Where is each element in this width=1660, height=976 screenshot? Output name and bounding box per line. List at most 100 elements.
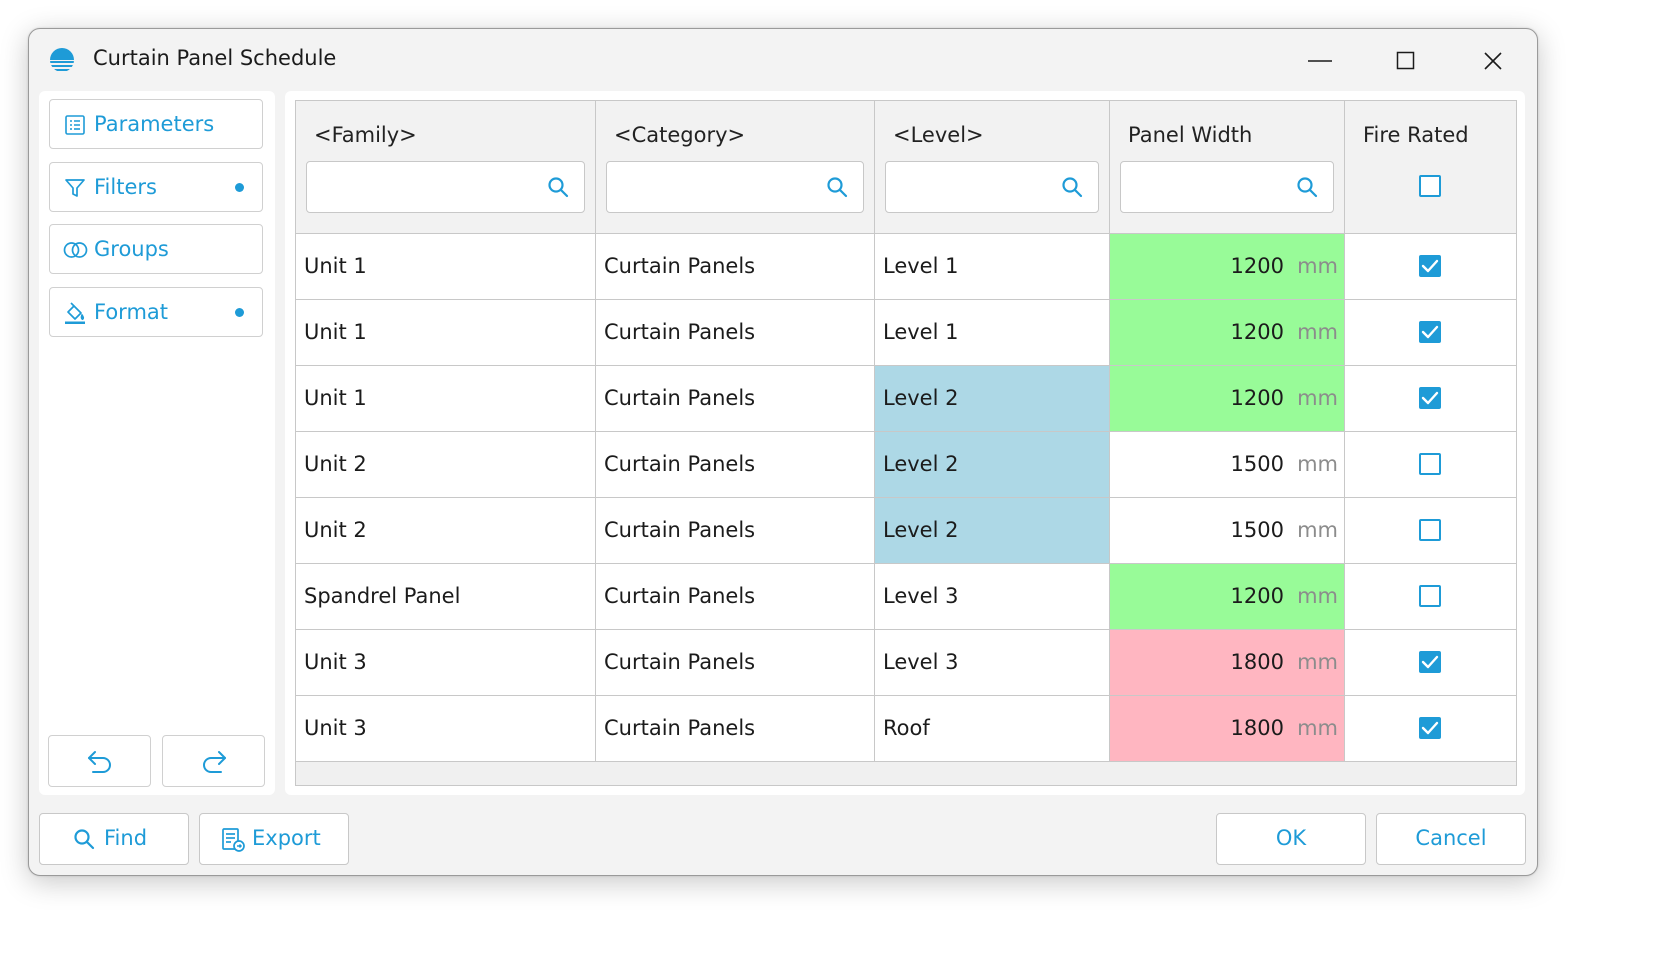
family-value: Unit 3 [304,716,367,740]
close-button[interactable] [1470,43,1516,79]
level-cell[interactable]: Level 1 [875,300,1110,366]
panel-width-cell[interactable]: 1800 mm [1110,630,1345,696]
family-cell[interactable]: Unit 3 [296,630,596,696]
level-cell[interactable]: Roof [875,696,1110,762]
level-cell[interactable]: Level 3 [875,564,1110,630]
column-header-category: <Category> [596,101,875,234]
find-label: Find [104,826,148,850]
checked-checkbox[interactable] [1418,255,1441,277]
family-filter-input[interactable] [306,161,585,213]
panel-width-cell[interactable]: 1500 mm [1110,498,1345,564]
category-cell[interactable]: Curtain Panels [596,630,875,696]
category-value: Curtain Panels [604,584,756,608]
category-cell[interactable]: Curtain Panels [596,696,875,762]
table-row[interactable]: Unit 2 Curtain Panels Level 2 1500 mm [296,498,1516,564]
checked-checkbox[interactable] [1418,717,1441,739]
checked-checkbox[interactable] [1418,651,1441,673]
table-row[interactable]: Unit 3 Curtain Panels Roof 1800 mm [296,696,1516,762]
panel-width-filter-input[interactable] [1120,161,1334,213]
category-cell[interactable]: Curtain Panels [596,432,875,498]
level-value: Level 2 [883,452,959,476]
title-bar: Curtain Panel Schedule [29,29,1537,93]
sidebar-item-filters[interactable]: Filters [49,162,263,212]
cancel-label: Cancel [1415,826,1487,850]
format-active-indicator [235,308,244,317]
unit-label: mm [1297,518,1338,542]
table-row[interactable]: Unit 3 Curtain Panels Level 3 1800 mm [296,630,1516,696]
category-value: Curtain Panels [604,386,756,410]
family-cell[interactable]: Unit 1 [296,234,596,300]
sidebar-item-groups[interactable]: Groups [49,224,263,274]
category-filter-input[interactable] [606,161,864,213]
level-value: Level 2 [883,386,959,410]
family-cell[interactable]: Unit 1 [296,300,596,366]
family-cell[interactable]: Unit 2 [296,432,596,498]
cancel-button[interactable]: Cancel [1376,813,1526,865]
level-value: Level 3 [883,584,959,608]
minimize-button[interactable] [1297,43,1343,79]
panel-width-value: 1500 [1230,518,1284,542]
panel-width-cell[interactable]: 1500 mm [1110,432,1345,498]
redo-button[interactable] [162,735,265,787]
table-row[interactable]: Unit 1 Curtain Panels Level 1 1200 mm [296,234,1516,300]
checked-checkbox[interactable] [1418,387,1441,409]
table-row[interactable]: Unit 2 Curtain Panels Level 2 1500 mm [296,432,1516,498]
panel-width-cell[interactable]: 1800 mm [1110,696,1345,762]
table-row[interactable]: Unit 1 Curtain Panels Level 1 1200 mm [296,300,1516,366]
export-button[interactable]: Export [199,813,349,865]
category-cell[interactable]: Curtain Panels [596,234,875,300]
panel-width-cell[interactable]: 1200 mm [1110,564,1345,630]
unchecked-checkbox[interactable] [1418,453,1441,475]
find-button[interactable]: Find [39,813,189,865]
sidebar-item-format[interactable]: Format [49,287,263,337]
level-cell[interactable]: Level 2 [875,366,1110,432]
fire-rated-cell [1345,564,1516,630]
panel-width-value: 1200 [1230,254,1284,278]
unchecked-checkbox[interactable] [1418,585,1441,607]
family-value: Unit 2 [304,518,367,542]
fire-rated-cell [1345,432,1516,498]
panel-width-value: 1200 [1230,386,1284,410]
category-cell[interactable]: Curtain Panels [596,564,875,630]
panel-width-cell[interactable]: 1200 mm [1110,234,1345,300]
level-filter-input[interactable] [885,161,1099,213]
level-cell[interactable]: Level 2 [875,432,1110,498]
panel-width-value: 1500 [1230,452,1284,476]
category-cell[interactable]: Curtain Panels [596,366,875,432]
category-cell[interactable]: Curtain Panels [596,498,875,564]
family-cell[interactable]: Unit 3 [296,696,596,762]
export-label: Export [252,826,321,850]
maximize-button[interactable] [1383,43,1429,79]
table-row[interactable]: Unit 1 Curtain Panels Level 2 1200 mm [296,366,1516,432]
panel-width-cell[interactable]: 1200 mm [1110,300,1345,366]
family-cell[interactable]: Unit 1 [296,366,596,432]
level-cell[interactable]: Level 1 [875,234,1110,300]
sidebar-item-parameters[interactable]: Parameters [49,99,263,149]
fire-rated-cell [1345,498,1516,564]
level-value: Level 2 [883,518,959,542]
column-header-label: <Category> [614,123,746,147]
family-cell[interactable]: Spandrel Panel [296,564,596,630]
level-value: Level 3 [883,650,959,674]
redo-icon [202,751,226,773]
panel-width-cell[interactable]: 1200 mm [1110,366,1345,432]
level-cell[interactable]: Level 3 [875,630,1110,696]
panel-width-value: 1800 [1230,650,1284,674]
unit-label: mm [1297,716,1338,740]
ok-button[interactable]: OK [1216,813,1366,865]
family-cell[interactable]: Unit 2 [296,498,596,564]
table-row[interactable]: Spandrel Panel Curtain Panels Level 3 1200 m… [296,564,1516,630]
sidebar: Parameters Filters Groups [39,91,275,795]
checked-checkbox[interactable] [1418,321,1441,343]
undo-button[interactable] [48,735,151,787]
checkmark-icon [1421,325,1438,339]
unchecked-checkbox[interactable] [1418,519,1441,541]
search-icon [827,177,848,198]
fire-rated-cell [1345,300,1516,366]
checkmark-icon [1421,655,1438,669]
search-icon [72,827,96,855]
fire-rated-filter-checkbox[interactable] [1418,175,1441,197]
level-cell[interactable]: Level 2 [875,498,1110,564]
app-icon [49,47,75,73]
category-cell[interactable]: Curtain Panels [596,300,875,366]
